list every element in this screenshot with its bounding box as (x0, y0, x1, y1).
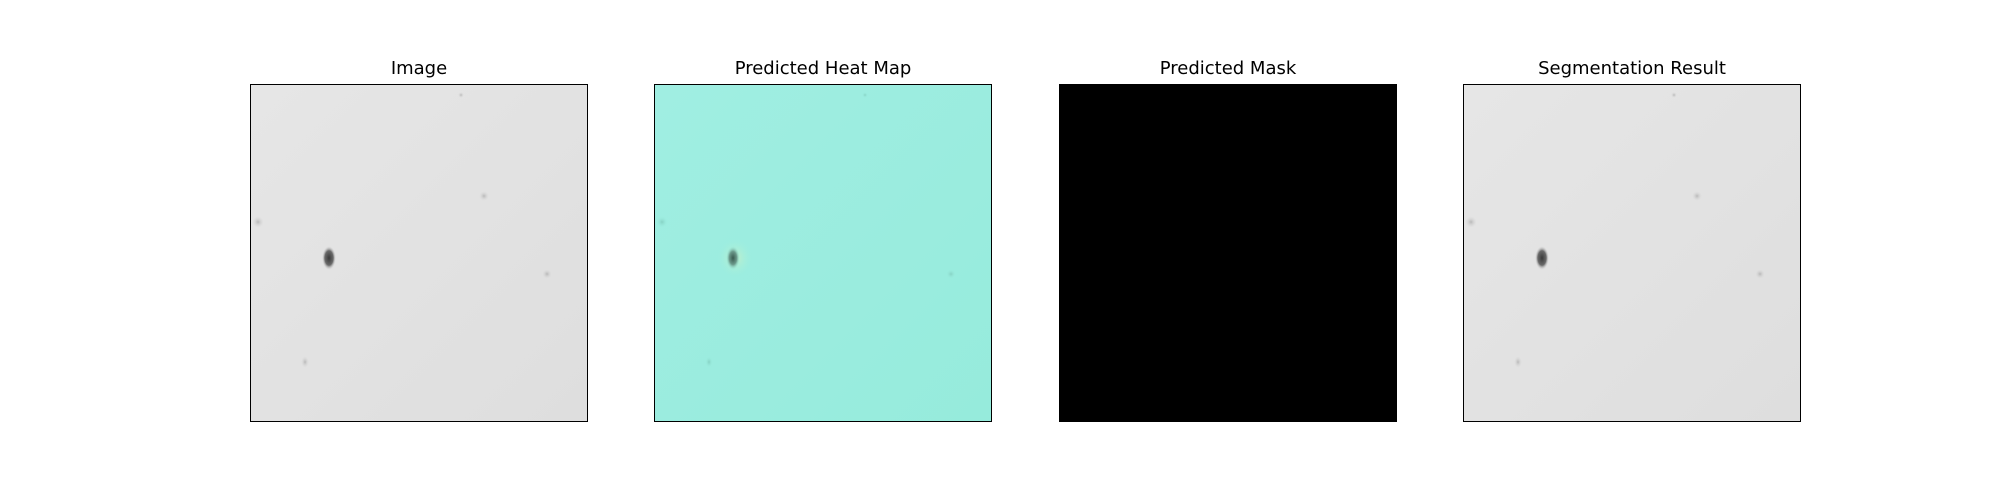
faint-speck (458, 92, 464, 98)
dark-speck (1535, 246, 1549, 270)
heat-map-image (655, 85, 991, 421)
faint-speck (1755, 269, 1765, 279)
faint-speck (1671, 92, 1677, 98)
dark-speck (322, 246, 336, 270)
panel-title: Segmentation Result (1538, 58, 1726, 79)
panel-heat-map: Predicted Heat Map (654, 0, 992, 425)
mask-background (1060, 85, 1396, 421)
image-background (251, 85, 587, 421)
faint-speck (542, 269, 552, 279)
faint-speck (705, 356, 713, 368)
faint-speck (1692, 191, 1702, 201)
heat-map-frame (654, 84, 992, 422)
faint-speck (656, 216, 668, 228)
panel-segmentation: Segmentation Result (1463, 0, 1801, 425)
panel-title: Image (390, 58, 448, 79)
faint-speck (479, 191, 489, 201)
faint-speck (1514, 356, 1522, 368)
image-frame (250, 84, 588, 422)
faint-speck (862, 92, 868, 98)
input-image (251, 85, 587, 421)
faint-speck (1465, 216, 1477, 228)
dark-speck (726, 246, 740, 270)
faint-speck (252, 216, 264, 228)
panel-image: Image (250, 0, 588, 425)
panel-mask: Predicted Mask (1059, 0, 1397, 425)
segmentation-background (1464, 85, 1800, 421)
faint-speck (301, 356, 309, 368)
heat-map-background (655, 85, 991, 421)
segmentation-image (1464, 85, 1800, 421)
mask-frame (1059, 84, 1397, 422)
mask-image (1060, 85, 1396, 421)
panel-title: Predicted Mask (1159, 58, 1297, 79)
segmentation-frame (1463, 84, 1801, 422)
panel-title: Predicted Heat Map (734, 58, 912, 79)
faint-speck (946, 269, 956, 279)
